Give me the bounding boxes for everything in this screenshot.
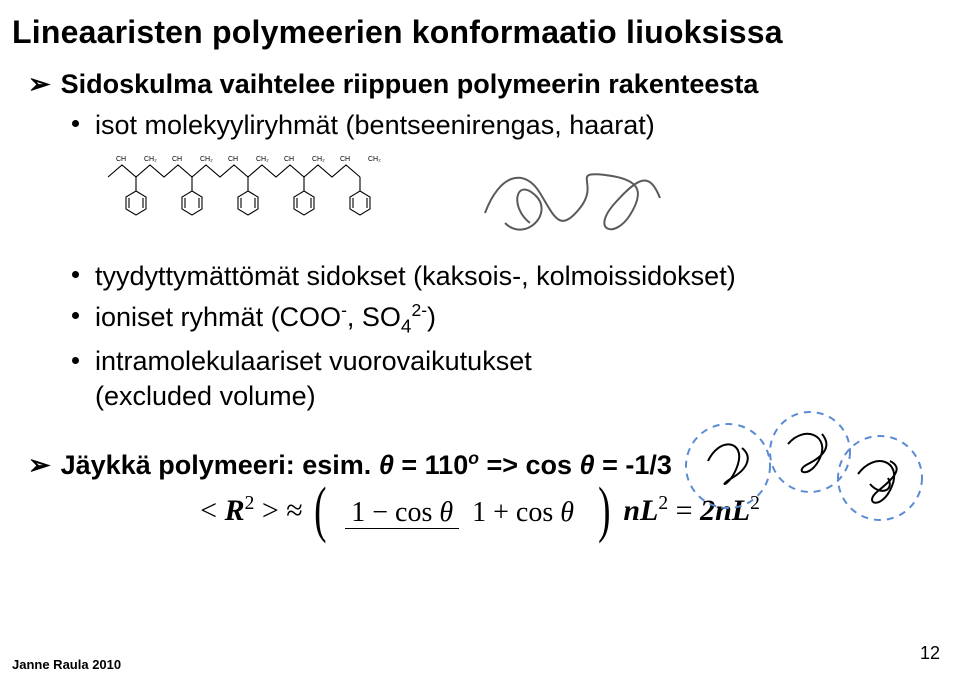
subscript-4: 4 xyxy=(401,316,412,337)
frac-bot: 1 + cos xyxy=(472,497,560,528)
sub-1: isot molekyyliryhmät (bentseenirengas, h… xyxy=(0,106,960,145)
sub-4: intramolekulaariset vuorovaikutukset xyxy=(0,342,960,381)
superscript-2minus: 2- xyxy=(411,300,427,320)
chevron-icon: ➢ xyxy=(28,450,51,480)
figure-row-1: CH CH₂ CH CH₂ CH CH₂ CH CH₂ CH CH₂ xyxy=(100,153,960,253)
svg-text:CH₂: CH₂ xyxy=(312,156,325,163)
svg-text:CH₂: CH₂ xyxy=(200,156,213,163)
sub-5-text: (excluded volume) xyxy=(95,381,316,411)
globules-icon xyxy=(680,406,930,526)
svg-text:CH₂: CH₂ xyxy=(368,156,381,163)
polystyrene-icon: CH CH₂ CH CH₂ CH CH₂ CH CH₂ CH CH₂ xyxy=(100,153,400,243)
bullet-2c: => cos xyxy=(479,450,580,480)
bullet-dot xyxy=(72,120,79,127)
sub-2: tyydyttymättömät sidokset (kaksois-, kol… xyxy=(0,257,960,296)
bullet-2a: Jäykkä polymeeri: esim. xyxy=(61,450,379,480)
bullet-dot xyxy=(72,357,79,364)
sub-3b-text: , SO xyxy=(347,302,401,332)
degree: o xyxy=(468,448,479,468)
svg-text:CH: CH xyxy=(340,156,350,163)
sub-3: ioniset ryhmät (COO-, SO42-) xyxy=(0,296,960,342)
sub-1-text: isot molekyyliryhmät (bentseenirengas, h… xyxy=(95,110,655,140)
sub-3a-text: ioniset ryhmät (COO xyxy=(95,302,341,332)
bullet-dot xyxy=(72,271,79,278)
frac-top: 1 − cos xyxy=(351,497,439,528)
theta: θ xyxy=(379,450,394,480)
svg-text:CH: CH xyxy=(228,156,238,163)
bullet-2b: = 110 xyxy=(394,450,468,480)
svg-text:CH₂: CH₂ xyxy=(256,156,269,163)
sub-2b-text: kolmoissidokset) xyxy=(529,261,736,291)
page-number: 12 xyxy=(920,643,940,664)
bullet-dot xyxy=(72,312,79,319)
svg-text:CH: CH xyxy=(172,156,182,163)
chevron-icon: ➢ xyxy=(28,69,51,99)
sub-4-text: intramolekulaariset vuorovaikutukset xyxy=(95,346,532,376)
theta: θ xyxy=(580,450,595,480)
svg-text:CH: CH xyxy=(116,156,126,163)
page-title: Lineaaristen polymeerien konformaatio li… xyxy=(0,0,960,59)
sub-3c-text: ) xyxy=(427,302,436,332)
theta: θ xyxy=(560,497,574,528)
svg-text:CH: CH xyxy=(284,156,294,163)
theta: θ xyxy=(439,497,453,528)
bullet-1-text: Sidoskulma vaihtelee riippuen polymeerin… xyxy=(61,69,759,99)
sub-2a-text: tyydyttymättömät sidokset (kaksois-, xyxy=(95,261,529,291)
random-coil-icon xyxy=(470,153,670,241)
footer-author: Janne Raula 2010 xyxy=(12,657,121,672)
svg-text:CH₂: CH₂ xyxy=(144,156,157,163)
bullet-1: ➢ Sidoskulma vaihtelee riippuen polymeeri… xyxy=(0,59,960,106)
